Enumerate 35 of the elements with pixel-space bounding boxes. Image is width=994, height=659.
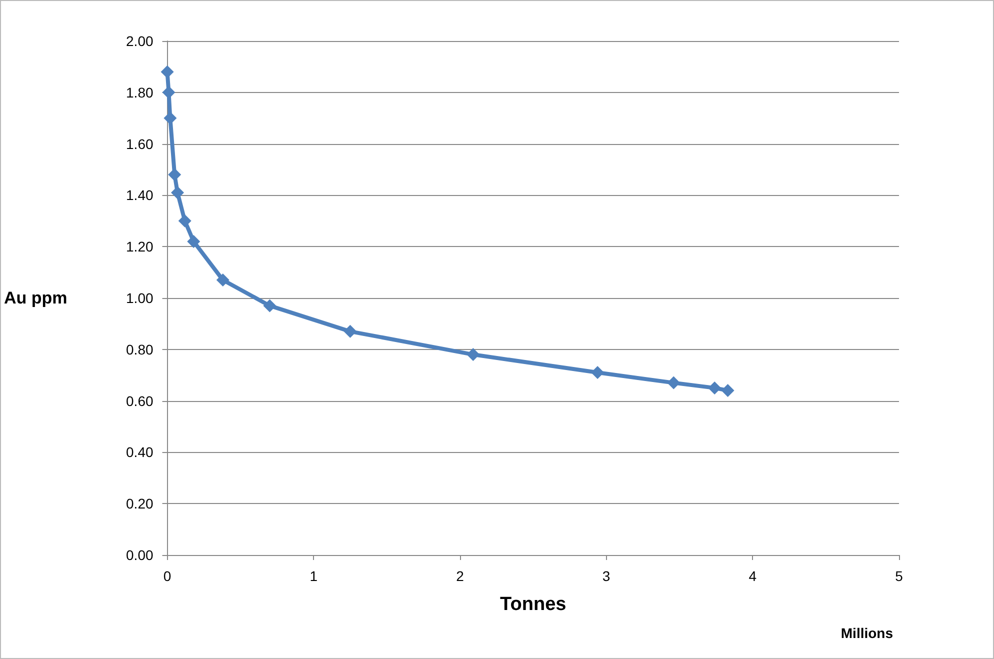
x-tick-label: 5 [895, 568, 904, 584]
x-tick-label: 4 [748, 568, 757, 584]
point [667, 376, 680, 390]
text: Millions [840, 625, 894, 641]
point [344, 324, 357, 338]
y-tick-label: 0.40 [126, 444, 154, 460]
point [164, 112, 177, 125]
point [721, 384, 734, 398]
point [216, 274, 230, 287]
x-tick-label: 1 [310, 568, 318, 584]
y-tick-label: 0.80 [126, 341, 154, 358]
y-tick-label: 0.20 [126, 496, 154, 512]
y-tick-label: 1.80 [126, 84, 154, 100]
point [263, 299, 276, 312]
point [187, 234, 200, 248]
point [708, 381, 722, 394]
point [591, 366, 604, 380]
y-tick-label: 1.00 [126, 290, 154, 306]
point [162, 86, 176, 99]
point [171, 186, 184, 200]
y-tick-label: 1.60 [126, 136, 154, 152]
point [168, 168, 182, 182]
point [466, 348, 480, 362]
y-tick-label: 1.20 [126, 238, 154, 255]
point [178, 214, 192, 228]
y-axis-title: Au ppm [4, 288, 68, 308]
y-tick-label: 0.00 [126, 547, 154, 563]
x-tick-label: 0 [163, 568, 172, 584]
x-tick-label: 3 [602, 568, 610, 584]
point [160, 65, 174, 78]
y-tick-label: 2.00 [126, 33, 154, 49]
y-tick-label: 1.40 [126, 187, 154, 204]
x-axis-title: Tonnes [500, 594, 566, 615]
y-tick-label: 0.60 [126, 392, 154, 409]
x-tick-label: 2 [456, 568, 464, 584]
